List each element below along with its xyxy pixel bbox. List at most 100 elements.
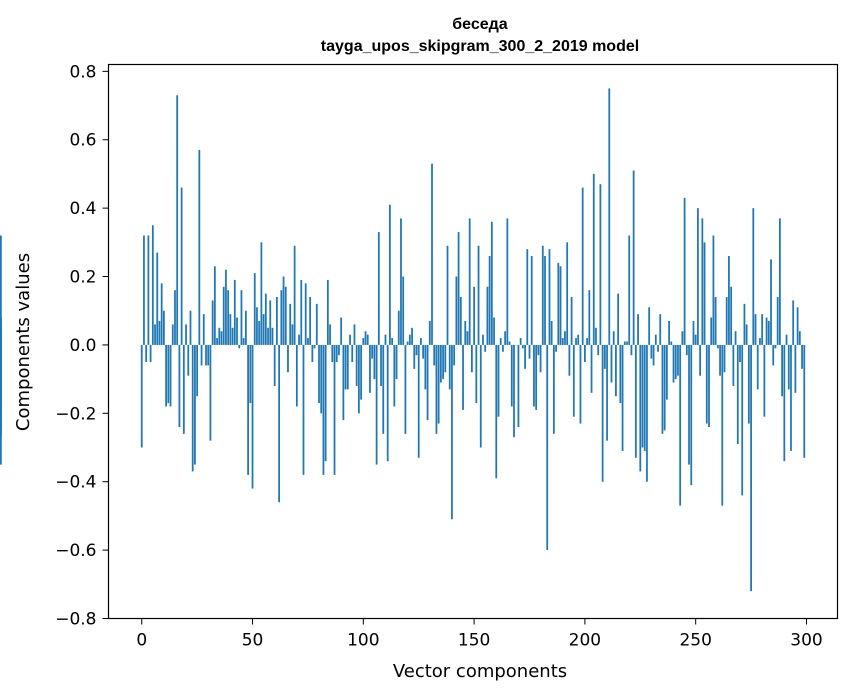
bar (282, 276, 285, 345)
bar (679, 344, 682, 506)
bar (597, 344, 600, 356)
bar (377, 232, 380, 345)
bar (384, 334, 387, 345)
bar (692, 320, 695, 345)
bar (406, 341, 409, 345)
bar (222, 286, 225, 345)
bar (681, 331, 684, 345)
bar (670, 341, 673, 345)
bar (798, 331, 801, 345)
bar (198, 149, 201, 345)
bar (468, 218, 471, 345)
bar (431, 163, 433, 345)
bar (570, 297, 573, 345)
bar (231, 327, 234, 345)
bar (391, 338, 394, 345)
bar (178, 344, 181, 427)
y-tick-label: −0.4 (55, 473, 96, 493)
bar (479, 344, 482, 448)
bar (0, 235, 2, 345)
bar (728, 256, 730, 345)
bar (267, 327, 269, 345)
bar (499, 338, 502, 345)
bar (140, 344, 143, 448)
bar (539, 344, 542, 373)
bar (714, 297, 717, 345)
bar (382, 344, 385, 434)
bar (694, 334, 697, 345)
x-tick-label: 0 (136, 631, 147, 651)
bar (411, 327, 413, 345)
bar (333, 344, 336, 475)
bar (313, 344, 316, 349)
bar (626, 341, 628, 345)
bar (603, 344, 606, 369)
bar (730, 286, 733, 345)
bars-group (0, 88, 806, 592)
plot-frame (107, 63, 839, 620)
bar (732, 344, 735, 386)
bar (191, 344, 194, 472)
bar (227, 290, 230, 345)
bar (369, 344, 371, 393)
bar (564, 331, 566, 345)
bar (785, 334, 788, 345)
bar (326, 279, 329, 345)
bar (322, 344, 325, 475)
bar (344, 344, 347, 390)
bar (335, 344, 338, 363)
bar (393, 344, 396, 407)
bar (389, 204, 391, 345)
bar (586, 338, 588, 345)
bar (360, 344, 362, 400)
bar (439, 344, 442, 383)
bar (244, 310, 247, 345)
bar (783, 344, 786, 462)
bar (484, 344, 487, 352)
bar (373, 344, 376, 380)
bar (772, 344, 775, 366)
x-tick-label: 150 (458, 631, 490, 651)
bar (466, 331, 469, 345)
bar (342, 344, 345, 421)
bar (256, 307, 258, 345)
bar (588, 290, 591, 345)
bar (559, 266, 562, 345)
chart-subtitle: tayga_upos_skipgram_300_2_2019 model (321, 38, 639, 55)
bar (493, 317, 495, 345)
bar (794, 344, 797, 393)
bar (623, 341, 626, 345)
bar (464, 320, 467, 345)
bar (701, 218, 704, 345)
bar (437, 344, 440, 424)
bar (628, 235, 631, 345)
bar (666, 344, 668, 400)
bar (765, 317, 768, 345)
bar (451, 344, 453, 520)
bar (209, 344, 212, 441)
bar (477, 245, 480, 345)
bar (355, 344, 358, 386)
x-tick-label: 250 (679, 631, 711, 651)
bar (151, 225, 154, 345)
bar (205, 344, 207, 366)
bar (207, 344, 210, 366)
bar (721, 344, 724, 506)
bar (482, 334, 484, 345)
bar (240, 290, 243, 345)
bar (787, 344, 790, 390)
bar (502, 344, 504, 352)
y-tick-label: 0.0 (69, 336, 96, 356)
bar (639, 344, 642, 472)
bar (774, 344, 777, 349)
bar (160, 283, 163, 345)
bar (194, 344, 196, 465)
bar (295, 344, 298, 407)
bar (457, 232, 460, 345)
bar (442, 344, 444, 380)
bar (200, 344, 203, 366)
bar (781, 344, 783, 397)
bar (801, 344, 803, 369)
bar (490, 221, 493, 345)
